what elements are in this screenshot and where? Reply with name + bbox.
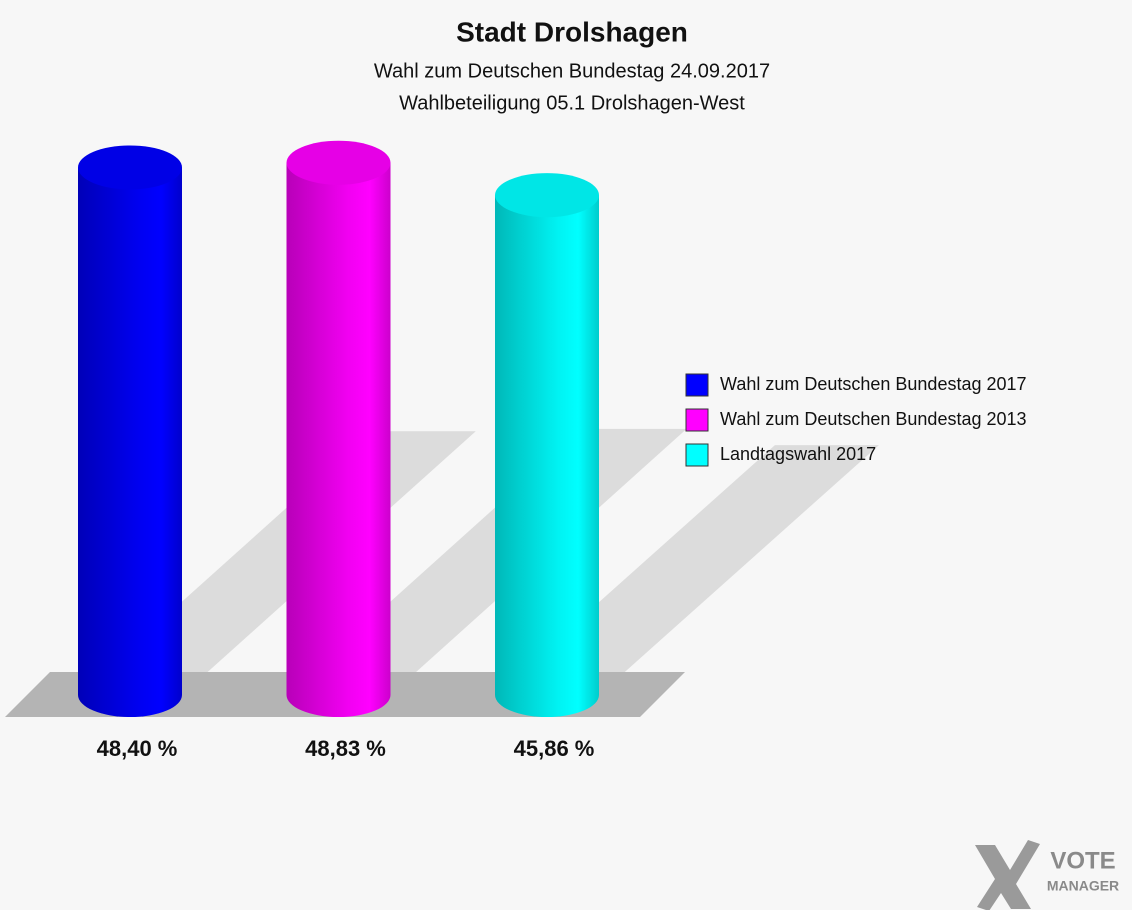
chart-title: Stadt Drolshagen	[456, 16, 688, 47]
value-label: 48,83 %	[305, 736, 386, 761]
watermark-text: MANAGER	[1047, 878, 1119, 894]
watermark-logo	[975, 840, 1040, 910]
legend-label: Wahl zum Deutschen Bundestag 2013	[720, 409, 1027, 429]
legend-swatch	[685, 443, 709, 467]
legend-swatch	[685, 373, 709, 397]
chart-subtitle: Wahl zum Deutschen Bundestag 24.09.2017	[374, 60, 770, 82]
bar	[495, 195, 599, 718]
value-label: 48,40 %	[97, 736, 178, 761]
legend-label: Wahl zum Deutschen Bundestag 2017	[720, 374, 1027, 394]
value-label: 45,86 %	[514, 736, 595, 761]
bar-top	[495, 173, 599, 218]
legend-swatch	[685, 408, 709, 432]
watermark-text: VOTE	[1050, 847, 1115, 874]
bar-top	[78, 145, 182, 190]
bar	[286, 162, 391, 718]
bar	[78, 167, 182, 717]
bar-top	[286, 140, 391, 185]
chart-subtitle: Wahlbeteiligung 05.1 Drolshagen-West	[399, 92, 745, 114]
legend-label: Landtagswahl 2017	[720, 444, 876, 464]
watermark: VOTE MANAGER	[975, 840, 1119, 910]
